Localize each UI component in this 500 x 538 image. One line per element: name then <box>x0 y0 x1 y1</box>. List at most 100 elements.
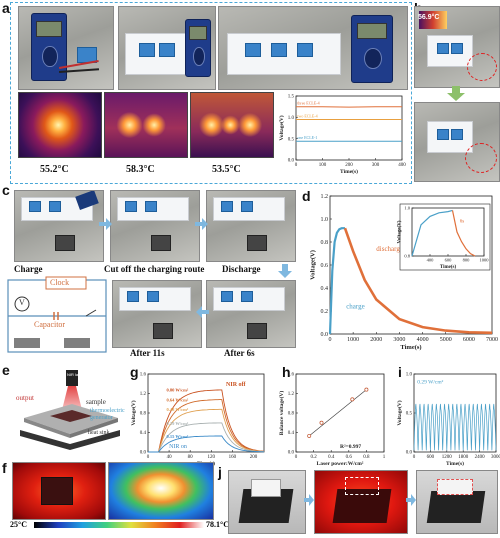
photo-j-1 <box>228 470 306 534</box>
data-point <box>364 387 369 392</box>
x-tick-label: 300 <box>372 163 380 168</box>
x-tick-label: 5000 <box>440 337 452 343</box>
x-axis-label: Time(s) <box>446 460 464 467</box>
step-after6: After 6s <box>224 348 255 358</box>
circuit-voltmeter-label: V <box>19 298 25 307</box>
label-output: output <box>16 394 34 402</box>
series-label: 0.29 W/cm² <box>166 421 188 426</box>
panel-label-j: j <box>218 464 222 480</box>
y-tick-label: 1.0 <box>321 217 329 223</box>
y-tick-label: 0.0 <box>406 451 413 456</box>
x-tick-label: 120 <box>208 455 216 460</box>
arrow-c-2 <box>195 218 208 230</box>
y-tick-label: 0.8 <box>288 412 295 417</box>
temp-label-3: 53.5°C <box>212 164 241 175</box>
label-sample: sample <box>86 398 106 406</box>
series-label: 0.48 W/cm² <box>166 407 188 412</box>
x-tick-label: 200 <box>250 455 258 460</box>
step-after11: After 11s <box>130 348 165 358</box>
panel-label-h: h <box>282 364 291 380</box>
x-tick-label: 100 <box>319 163 327 168</box>
colorbar <box>34 522 204 528</box>
x-tick-label: 1200 <box>442 455 453 460</box>
label-heatsink: heat sink <box>88 430 110 436</box>
y-tick-label: 1.6 <box>288 373 295 378</box>
photo-a3 <box>218 6 408 90</box>
x-axis-label: Laser power:W/cm² <box>317 461 364 467</box>
annotation-discharge: discharge <box>376 245 403 253</box>
x-tick-label: 200 <box>345 163 353 168</box>
x-tick-label: 0 <box>295 163 298 168</box>
y-tick-label: 0.8 <box>140 412 147 417</box>
panel-label-i: i <box>398 364 402 380</box>
y-tick-label: 0.0 <box>140 451 147 456</box>
device-schematic <box>20 370 120 450</box>
y-tick-label: 0.5 <box>406 412 413 417</box>
series-line-discharge <box>343 227 493 335</box>
y-axis-label: Voltage(V) <box>309 250 316 280</box>
thermal-image-2 <box>104 92 188 158</box>
x-tick-label: 3000 <box>491 455 500 460</box>
inset-annotation: 6s <box>460 219 465 224</box>
chart-d: 0 1000 2000 3000 4000 5000 6000 7000 0.0 0.2 0.4 0.… <box>309 194 498 351</box>
series-line-0 <box>413 403 497 451</box>
photo-b-bottom <box>414 102 500 182</box>
chart-h: 0 0.2 0.4 0.6 0.8 1 0.0 0.4 0.8 1.2 1.6 Laser power… <box>278 373 386 467</box>
annotation-nir-off: NIR off <box>226 382 246 388</box>
y-axis-label: Voltage(V) <box>397 220 402 243</box>
series-label: two ECLE-4 <box>297 113 317 118</box>
x-tick-label: 0.4 <box>328 455 335 460</box>
y-tick-label: 1.2 <box>321 194 329 200</box>
x-tick-label: 800 <box>463 258 471 263</box>
circuit-capacitor-label: Capacitor <box>34 320 66 329</box>
photo-c-cut <box>110 190 200 262</box>
series-line-charge <box>328 227 345 335</box>
x-tick-label: 1000 <box>347 337 359 343</box>
series-label: 0.64 W/cm² <box>166 397 188 402</box>
panel-label-e: e <box>2 362 10 378</box>
y-tick-label: 1.2 <box>288 392 295 397</box>
y-tick-label: 0.2 <box>321 309 329 315</box>
thermal-image-1 <box>18 92 102 158</box>
x-tick-label: 0 <box>147 455 150 460</box>
x-tick-label: 40 <box>167 455 173 460</box>
y-tick-label: 0.4 <box>140 431 147 436</box>
inset-discharge-line <box>451 210 476 257</box>
series-line-1 <box>148 399 265 453</box>
photo-j-3 <box>416 470 498 534</box>
chart-a-inset: 0 100 200 300 400 0.0 0.5 1.0 1.5 Time(s) Voltage(… <box>278 95 406 175</box>
series-label: three ECLE-4 <box>297 101 319 106</box>
data-point <box>307 433 312 438</box>
x-tick-label: 2400 <box>475 455 486 460</box>
y-tick-label: 0.4 <box>321 286 329 292</box>
series-label: 0.29 W/cm² <box>417 379 443 385</box>
y-tick-label: 1.2 <box>140 392 147 397</box>
photo-j-2 <box>314 470 408 534</box>
annotation-nir-on: NIR on <box>169 444 187 450</box>
photo-a1 <box>18 6 114 90</box>
label-teg: thermoelectric generator <box>90 408 125 421</box>
x-axis-label: Time(s) <box>400 344 421 351</box>
thermal-f <box>108 462 214 520</box>
x-tick-label: 6000 <box>463 337 475 343</box>
x-tick-label: 0.8 <box>363 455 370 460</box>
arrow-c-4 <box>196 306 209 318</box>
photo-c-charge <box>14 190 104 262</box>
y-tick-label: 0.8 <box>404 254 410 259</box>
y-tick-label: 0.6 <box>321 263 329 269</box>
panel-label-d: d <box>302 188 311 204</box>
thermal-readout: 56.9°C <box>418 14 440 21</box>
photo-c-discharge <box>206 190 296 262</box>
x-tick-label: 0.2 <box>310 455 317 460</box>
circuit-diagram <box>7 276 107 353</box>
y-tick-label: 1.5 <box>288 95 295 100</box>
photo-a2 <box>118 6 216 90</box>
inset-charge-line <box>411 209 453 257</box>
y-axis-label: Voltage(V) <box>278 115 285 140</box>
y-tick-label: 1.0 <box>406 373 413 378</box>
x-axis-label: Time(s) <box>340 168 358 175</box>
data-point <box>319 420 324 425</box>
x-tick-label: 0 <box>413 455 416 460</box>
panel-label-g: g <box>130 364 139 380</box>
temp-label-2: 58.3°C <box>126 164 155 175</box>
